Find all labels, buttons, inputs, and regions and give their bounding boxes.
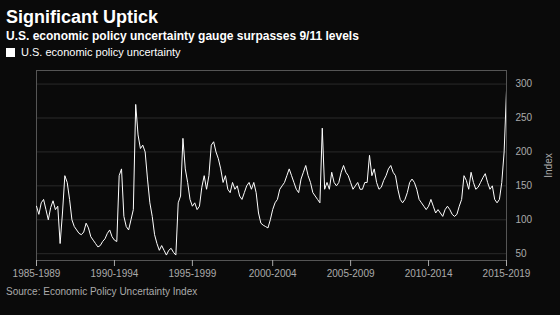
svg-text:150: 150 — [516, 180, 533, 191]
svg-text:2015-2019: 2015-2019 — [483, 268, 531, 279]
svg-text:2000-2004: 2000-2004 — [249, 268, 297, 279]
svg-text:300: 300 — [516, 78, 533, 89]
html-text:U.S. economic policy uncertain: U.S. economic policy uncertainty gauge s… — [6, 29, 359, 43]
html-text:Significant Uptick: Significant Uptick — [6, 7, 158, 27]
html-text:Source: Economic Policy Uncert: Source: Economic Policy Uncertainty Inde… — [6, 286, 198, 297]
svg-text:50: 50 — [516, 248, 528, 259]
svg-text:200: 200 — [516, 146, 533, 157]
svg-text:1990-1994: 1990-1994 — [91, 268, 139, 279]
svg-text:250: 250 — [516, 112, 533, 123]
svg-text:Index: Index — [543, 153, 554, 177]
svg-text:2010-2014: 2010-2014 — [405, 268, 453, 279]
svg-text:1995-1999: 1995-1999 — [168, 268, 216, 279]
html-text:U.S. economic policy uncertain: U.S. economic policy uncertainty — [21, 46, 181, 58]
svg-text:2005-2009: 2005-2009 — [327, 268, 375, 279]
svg-text:100: 100 — [516, 214, 533, 225]
svg-text:1985-1989: 1985-1989 — [13, 268, 61, 279]
